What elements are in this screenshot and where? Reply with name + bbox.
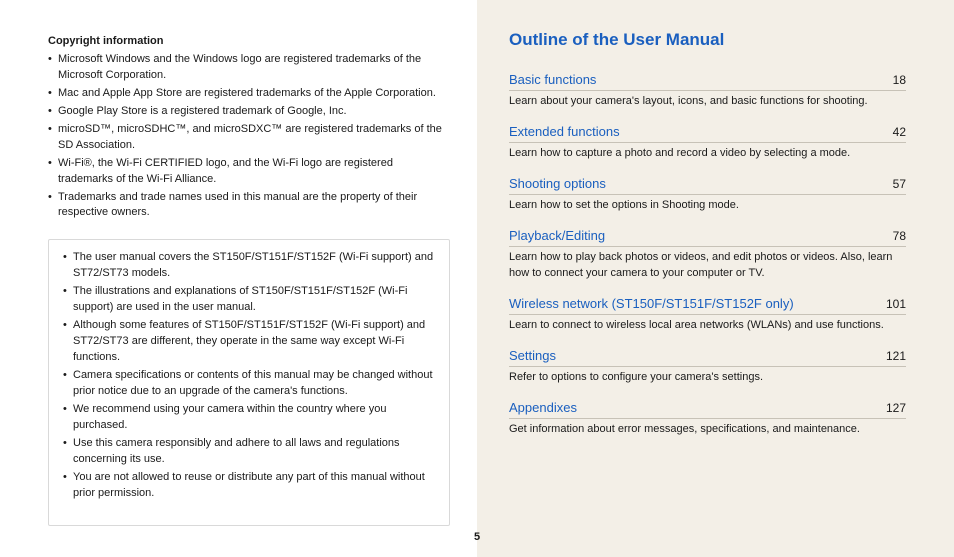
notes-item: The illustrations and explanations of ST… (63, 284, 435, 316)
outline-row: Extended functions 42 (509, 124, 906, 143)
notes-item: We recommend using your camera within th… (63, 402, 435, 434)
outline-row: Appendixes 127 (509, 400, 906, 419)
outline-row: Wireless network (ST150F/ST151F/ST152F o… (509, 296, 906, 315)
notes-list: The user manual covers the ST150F/ST151F… (63, 250, 435, 501)
outline-desc: Learn how to capture a photo and record … (509, 146, 906, 162)
right-panel: Outline of the User Manual Basic functio… (477, 0, 954, 557)
outline-section: Shooting options 57 Learn how to set the… (509, 176, 906, 214)
outline-desc: Learn how to play back photos or videos,… (509, 250, 906, 282)
outline-section: Wireless network (ST150F/ST151F/ST152F o… (509, 296, 906, 334)
outline-link-basic-functions[interactable]: Basic functions (509, 72, 596, 87)
outline-section: Extended functions 42 Learn how to captu… (509, 124, 906, 162)
outline-page: 101 (886, 297, 906, 311)
outline-section: Playback/Editing 78 Learn how to play ba… (509, 228, 906, 282)
outline-desc: Learn how to set the options in Shooting… (509, 198, 906, 214)
notes-item: Although some features of ST150F/ST151F/… (63, 318, 435, 366)
outline-link-appendixes[interactable]: Appendixes (509, 400, 577, 415)
copyright-heading: Copyright information (48, 35, 450, 47)
outline-desc: Refer to options to configure your camer… (509, 370, 906, 386)
outline-section: Appendixes 127 Get information about err… (509, 400, 906, 438)
outline-page: 57 (893, 177, 906, 191)
outline-link-wireless-network[interactable]: Wireless network (ST150F/ST151F/ST152F o… (509, 296, 794, 311)
outline-page: 127 (886, 401, 906, 415)
outline-link-settings[interactable]: Settings (509, 348, 556, 363)
outline-link-shooting-options[interactable]: Shooting options (509, 176, 606, 191)
outline-desc: Learn to connect to wireless local area … (509, 318, 906, 334)
left-panel: Copyright information Microsoft Windows … (0, 0, 477, 557)
outline-row: Shooting options 57 (509, 176, 906, 195)
copyright-item: Microsoft Windows and the Windows logo a… (48, 52, 450, 84)
outline-page: 42 (893, 125, 906, 139)
copyright-item: Trademarks and trade names used in this … (48, 190, 450, 222)
notes-item: You are not allowed to reuse or distribu… (63, 470, 435, 502)
copyright-item: Wi-Fi®, the Wi-Fi CERTIFIED logo, and th… (48, 156, 450, 188)
outline-link-playback-editing[interactable]: Playback/Editing (509, 228, 605, 243)
outline-title: Outline of the User Manual (509, 30, 906, 50)
copyright-list: Microsoft Windows and the Windows logo a… (48, 52, 450, 221)
copyright-item: Google Play Store is a registered tradem… (48, 104, 450, 120)
notes-box: The user manual covers the ST150F/ST151F… (48, 239, 450, 526)
notes-item: Use this camera responsibly and adhere t… (63, 436, 435, 468)
outline-section: Basic functions 18 Learn about your came… (509, 72, 906, 110)
outline-row: Basic functions 18 (509, 72, 906, 91)
outline-section: Settings 121 Refer to options to configu… (509, 348, 906, 386)
notes-item: The user manual covers the ST150F/ST151F… (63, 250, 435, 282)
outline-page: 78 (893, 229, 906, 243)
outline-desc: Learn about your camera's layout, icons,… (509, 94, 906, 110)
page-number: 5 (474, 531, 480, 543)
outline-page: 18 (893, 73, 906, 87)
outline-desc: Get information about error messages, sp… (509, 422, 906, 438)
outline-row: Playback/Editing 78 (509, 228, 906, 247)
outline-link-extended-functions[interactable]: Extended functions (509, 124, 620, 139)
copyright-item: Mac and Apple App Store are registered t… (48, 86, 450, 102)
notes-item: Camera specifications or contents of thi… (63, 368, 435, 400)
copyright-item: microSD™, microSDHC™, and microSDXC™ are… (48, 122, 450, 154)
outline-row: Settings 121 (509, 348, 906, 367)
outline-page: 121 (886, 349, 906, 363)
